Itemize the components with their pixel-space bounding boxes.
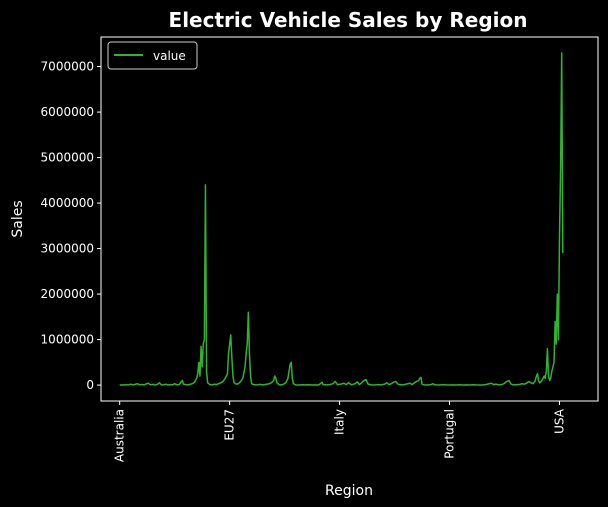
y-tick-label: 2000000 <box>41 287 94 301</box>
x-axis-label: Region <box>325 483 373 499</box>
y-tick-label: 1000000 <box>41 333 94 347</box>
chart-title: Electric Vehicle Sales by Region <box>169 8 528 32</box>
y-axis-label: Sales <box>10 200 26 237</box>
series-line-value <box>119 52 564 386</box>
series-group <box>119 52 564 386</box>
y-tick-label: 0 <box>86 378 94 392</box>
x-axis: Australia EU27 Italy Portugal USA <box>113 401 567 462</box>
plot-area <box>100 36 599 402</box>
y-tick-label: 7000000 <box>41 60 94 74</box>
y-axis: 0 1000000 2000000 3000000 4000000 5000000 6000… <box>41 60 101 392</box>
y-tick-label: 4000000 <box>41 196 94 210</box>
x-tick-label: Italy <box>333 409 347 435</box>
x-tick-label: Australia <box>113 409 127 462</box>
y-tick-label: 3000000 <box>41 242 94 256</box>
legend-box <box>107 41 198 70</box>
x-tick-label: Portugal <box>443 409 457 459</box>
y-tick-label: 5000000 <box>41 151 94 165</box>
axes-frame <box>100 36 599 402</box>
x-tick-label: EU27 <box>223 409 237 441</box>
legend-label-value: value <box>153 49 186 63</box>
legend: value <box>107 41 198 70</box>
x-tick-label: USA <box>553 408 567 434</box>
y-tick-label: 6000000 <box>41 105 94 119</box>
